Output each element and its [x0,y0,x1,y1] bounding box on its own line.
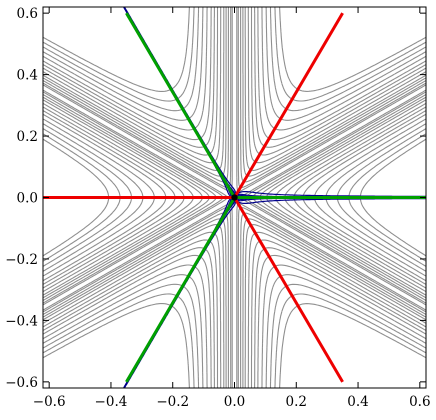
contour-level-6 [43,7,426,388]
contour-lines [43,7,426,388]
center-point-group [231,194,238,201]
streamlines [122,7,426,388]
y-tick-label: −0.6 [5,375,38,391]
y-tick-label: 0.2 [17,129,38,145]
red-ray-1 [233,12,344,199]
red-ray-2 [233,196,344,383]
contour-level-13 [43,7,426,388]
x-axis-ticks: −0.6 −0.4 −0.2 0.0 0.2 0.4 0.6 [33,7,431,410]
contour-level-20 [43,7,426,388]
highlighted-rays [43,12,426,383]
contour-level-22 [43,7,426,388]
green-ray-1 [125,12,236,199]
contour-level-21 [43,7,426,388]
contour-level-18 [43,7,426,388]
contour-level-27 [43,7,426,388]
y-axis-ticks: −0.6 −0.4 −0.2 0.0 0.2 0.4 0.6 [5,6,426,391]
y-tick-label: 0.4 [17,68,38,84]
x-tick-label: 0.0 [224,394,245,410]
contour-level-17 [43,7,426,388]
contour-level-7 [43,7,426,388]
contour-level-23 [43,7,426,388]
contour-level-11 [43,7,426,388]
center-point [231,194,238,201]
x-tick-label: −0.6 [33,394,66,410]
y-tick-label: −0.4 [5,313,38,329]
contour-level-9 [43,7,426,388]
contour-level-10 [43,7,426,388]
contour-level-8 [43,7,426,388]
y-tick-label: 0.0 [17,191,38,207]
x-tick-label: 0.2 [286,394,307,410]
x-tick-label: 0.6 [409,394,430,410]
x-tick-label: −0.2 [156,394,189,410]
green-ray-2 [125,196,236,383]
contour-level-26 [43,7,426,388]
x-tick-label: 0.4 [347,394,368,410]
contour-level-2 [43,7,426,388]
x-tick-label: −0.4 [95,394,128,410]
y-tick-label: 0.6 [17,6,38,22]
y-tick-label: −0.2 [5,252,38,268]
contour-level-1 [43,7,426,388]
